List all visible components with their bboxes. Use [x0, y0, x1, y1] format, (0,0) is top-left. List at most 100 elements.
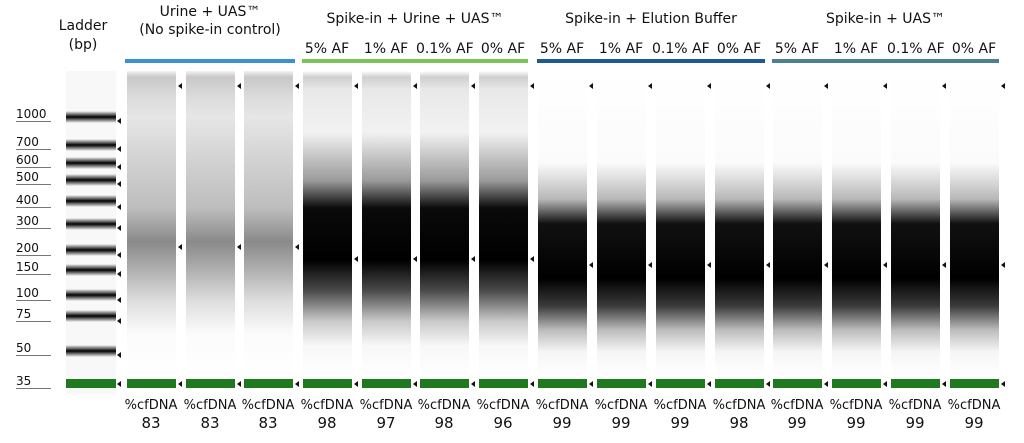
lane-marker-arrow: [707, 83, 711, 89]
cfdna-label: %cfDNA: [300, 398, 354, 413]
lane-marker-arrow: [530, 83, 534, 89]
lane-marker-arrow: [707, 262, 711, 268]
ladder-size-rule: [16, 300, 51, 301]
gel-lane: [891, 71, 940, 394]
af-label: 5% AF: [774, 41, 820, 57]
lane-marker-arrow: [707, 381, 711, 387]
group-2-title: Spike-in + Urine + UAS™: [326, 11, 504, 27]
ladder-size-label: 50: [16, 341, 32, 355]
lane-marker-arrow: [824, 381, 828, 387]
gel-lane: [656, 71, 705, 394]
ladder-marker-arrow: [117, 271, 121, 277]
cfdna-value: 99: [787, 414, 807, 432]
af-label: 0.1% AF: [416, 41, 474, 57]
ladder-size-label: 35: [16, 374, 32, 388]
lane-marker-arrow: [471, 256, 475, 262]
cfdna-value: 99: [552, 414, 572, 432]
gel-lane: [715, 71, 764, 394]
lane-marker-arrow: [1001, 83, 1005, 89]
group-bar-4: [772, 59, 999, 63]
cfdna-label: %cfDNA: [124, 398, 178, 413]
ladder-lane: [66, 71, 116, 394]
cfdna-value: 97: [376, 414, 396, 432]
ladder-size-rule: [16, 355, 51, 356]
gel-lane: [479, 71, 528, 394]
lane-marker-arrow: [295, 381, 299, 387]
ladder-size-rule: [16, 184, 51, 185]
cfdna-label: %cfDNA: [947, 398, 1001, 413]
cfdna-value: 99: [670, 414, 690, 432]
lane-marker-arrow: [883, 262, 887, 268]
af-label: 0.1% AF: [887, 41, 945, 57]
gel-lane: [538, 71, 587, 394]
ladder-size-label: 75: [16, 307, 32, 321]
ladder-marker-arrow: [117, 225, 121, 231]
group-4-title: Spike-in + UAS™: [825, 11, 946, 27]
cfdna-value: 98: [317, 414, 337, 432]
gel-lane: [186, 71, 235, 394]
lane-marker-arrow: [413, 381, 417, 387]
cfdna-label: %cfDNA: [183, 398, 237, 413]
ladder-marker-arrow: [117, 181, 121, 187]
ladder-size-rule: [16, 228, 51, 229]
lane-marker-arrow: [178, 83, 182, 89]
gel-lane: [597, 71, 646, 394]
cfdna-value: 83: [200, 414, 220, 432]
gel-lane: [362, 71, 411, 394]
ladder-marker-arrow: [117, 118, 121, 124]
gel-lane: [127, 71, 176, 394]
lane-marker-arrow: [824, 83, 828, 89]
ladder-size-rule: [16, 321, 51, 322]
cfdna-value: 98: [729, 414, 749, 432]
af-label: 0% AF: [480, 41, 526, 57]
cfdna-value: 99: [905, 414, 925, 432]
ladder-marker-arrow: [117, 381, 121, 387]
lane-marker-arrow: [237, 381, 241, 387]
lane-marker-arrow: [413, 83, 417, 89]
ladder-size-label: 400: [16, 193, 39, 207]
ladder-size-rule: [16, 149, 51, 150]
cfdna-value: 83: [141, 414, 161, 432]
cfdna-value: 96: [493, 414, 513, 432]
gel-lane: [832, 71, 881, 394]
ladder-marker-arrow: [117, 297, 121, 303]
lane-marker-arrow: [589, 83, 593, 89]
cfdna-value: 99: [846, 414, 866, 432]
cfdna-value: 83: [258, 414, 278, 432]
cfdna-label: %cfDNA: [594, 398, 648, 413]
group-3-title: Spike-in + Elution Buffer: [565, 11, 737, 27]
lane-marker-arrow: [883, 381, 887, 387]
group-bar-2: [302, 59, 528, 63]
group-bar-1: [125, 59, 295, 63]
lane-marker-arrow: [354, 256, 358, 262]
cfdna-label: %cfDNA: [888, 398, 942, 413]
af-label: 5% AF: [304, 41, 350, 57]
cfdna-value: 99: [611, 414, 631, 432]
lane-marker-arrow: [589, 262, 593, 268]
lane-marker-arrow: [824, 262, 828, 268]
ladder-size-label: 500: [16, 170, 39, 184]
gel-lane: [244, 71, 293, 394]
lane-marker-arrow: [178, 244, 182, 250]
lane-marker-arrow: [237, 83, 241, 89]
ladder-size-rule: [16, 388, 51, 389]
af-label: 5% AF: [539, 41, 585, 57]
cfdna-label: %cfDNA: [712, 398, 766, 413]
lane-marker-arrow: [589, 381, 593, 387]
cfdna-label: %cfDNA: [535, 398, 589, 413]
lane-marker-arrow: [942, 262, 946, 268]
lane-marker-arrow: [295, 83, 299, 89]
ladder-size-label: 150: [16, 260, 39, 274]
group-header-3: Spike-in + Elution Buffer: [537, 10, 765, 28]
ladder-marker-arrow: [117, 318, 121, 324]
cfdna-label: %cfDNA: [241, 398, 295, 413]
gel-lane: [773, 71, 822, 394]
lane-marker-arrow: [648, 83, 652, 89]
lane-marker-arrow: [648, 381, 652, 387]
cfdna-value: 99: [964, 414, 984, 432]
group-header-2: Spike-in + Urine + UAS™: [302, 10, 528, 28]
ladder-size-rule: [16, 274, 51, 275]
ladder-marker-arrow: [117, 252, 121, 258]
group-1-title: Urine + UAS™: [159, 4, 261, 20]
ladder-size-label: 200: [16, 241, 39, 255]
